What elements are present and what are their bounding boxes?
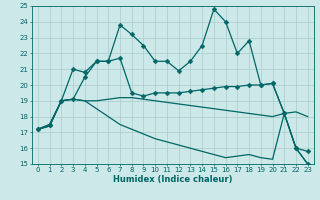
X-axis label: Humidex (Indice chaleur): Humidex (Indice chaleur): [113, 175, 233, 184]
